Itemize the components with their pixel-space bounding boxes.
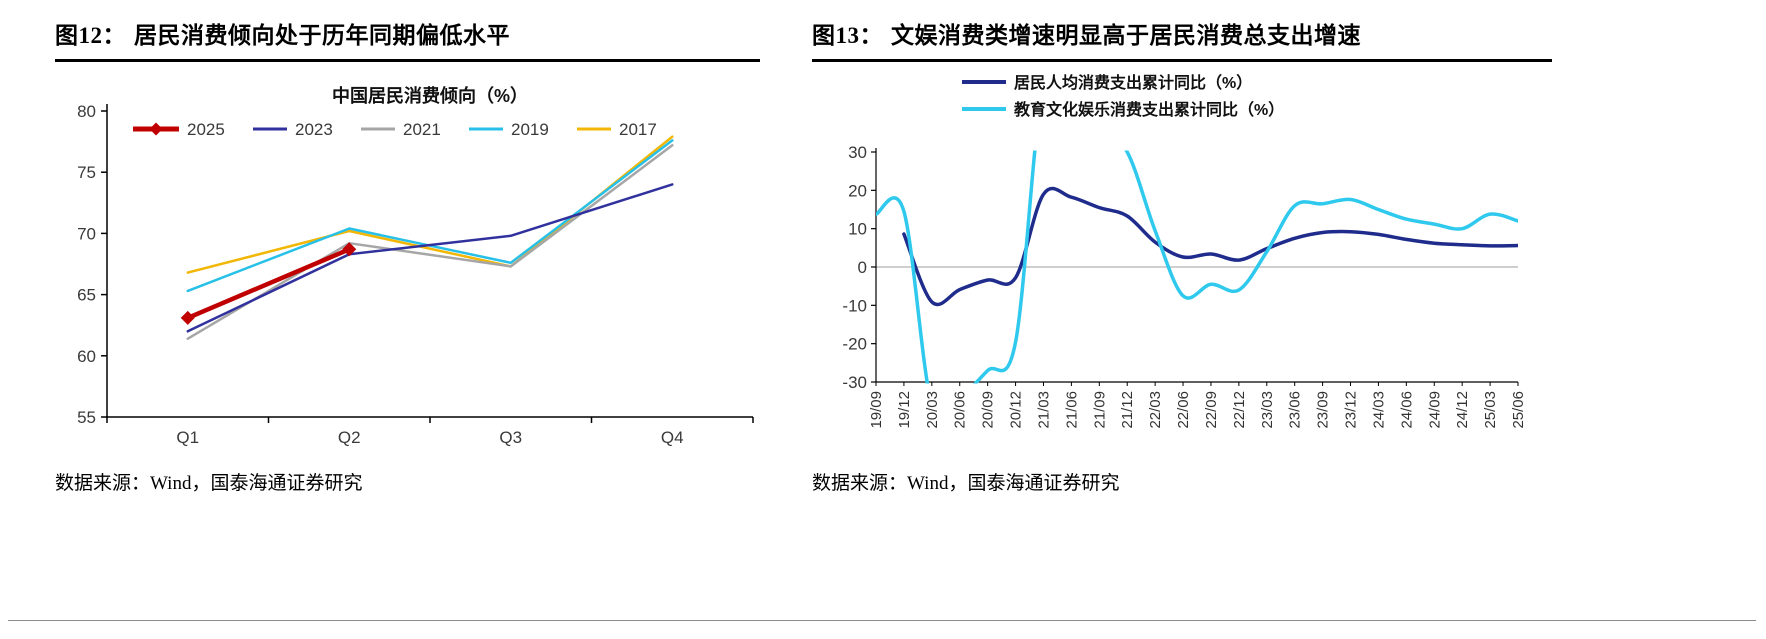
svg-text:2021: 2021 <box>403 120 441 139</box>
svg-text:居民人均消费支出累计同比（%）: 居民人均消费支出累计同比（%） <box>1014 73 1252 92</box>
svg-text:20: 20 <box>848 181 867 200</box>
figure-12-header: 图12： 居民消费倾向处于历年同期偏低水平 <box>55 16 760 62</box>
svg-text:2023: 2023 <box>295 120 333 139</box>
svg-text:75: 75 <box>77 163 96 182</box>
svg-text:0: 0 <box>858 258 867 277</box>
figure-12-label: 图12： <box>55 23 126 48</box>
svg-text:80: 80 <box>77 102 96 121</box>
consumption-propensity-line-chart: 55 60 65 70 75 80 Q1 Q2 Q3 Q4 中国居民消费倾向（%） 2025 2023 2… <box>77 85 754 447</box>
svg-text:教育文化娱乐消费支出累计同比（%）: 教育文化娱乐消费支出累计同比（%） <box>1014 100 1284 119</box>
figure-13-source: 数据来源：Wind，国泰海通证券研究 <box>812 473 1120 494</box>
svg-text:25/06: 25/06 <box>1510 391 1527 429</box>
svg-text:65: 65 <box>77 286 96 305</box>
svg-text:2019: 2019 <box>511 120 549 139</box>
figure-13-label: 图13： <box>812 23 883 48</box>
figure-13-header: 图13： 文娱消费类增速明显高于居民消费总支出增速 <box>812 16 1552 62</box>
svg-text:Q1: Q1 <box>176 428 199 447</box>
svg-text:-30: -30 <box>842 373 867 392</box>
svg-text:2017: 2017 <box>619 120 657 139</box>
svg-text:2025: 2025 <box>187 120 225 139</box>
figure-13-panel: 图13： 文娱消费类增速明显高于居民消费总支出增速 -30 -20 -10 0 10 20 3… <box>812 16 1552 495</box>
svg-text:20/12: 20/12 <box>1008 391 1025 429</box>
svg-text:中国居民消费倾向（%）: 中国居民消费倾向（%） <box>332 85 528 106</box>
svg-text:60: 60 <box>77 347 96 366</box>
svg-text:20/06: 20/06 <box>952 391 969 429</box>
svg-text:21/03: 21/03 <box>1036 391 1053 429</box>
svg-text:25/03: 25/03 <box>1482 391 1499 429</box>
svg-text:20/03: 20/03 <box>924 391 941 429</box>
svg-text:21/06: 21/06 <box>1063 391 1080 429</box>
svg-text:Q4: Q4 <box>661 428 684 447</box>
svg-text:24/09: 24/09 <box>1426 391 1443 429</box>
svg-text:19/12: 19/12 <box>896 391 913 429</box>
svg-text:21/12: 21/12 <box>1119 391 1136 429</box>
svg-text:10: 10 <box>848 220 867 239</box>
svg-text:20/09: 20/09 <box>980 391 997 429</box>
svg-text:Q3: Q3 <box>499 428 522 447</box>
svg-text:70: 70 <box>77 224 96 243</box>
svg-text:19/09: 19/09 <box>868 391 885 429</box>
svg-text:23/12: 23/12 <box>1343 391 1360 429</box>
figures-row: 图12： 居民消费倾向处于历年同期偏低水平 55 60 65 70 75 80 Q1 Q2 Q3 Q… <box>55 16 1552 495</box>
svg-text:24/12: 24/12 <box>1454 391 1471 429</box>
figure-13-chart-area: -30 -20 -10 0 10 20 30 19/09 19/12 20/03 20/06 20/0… <box>812 62 1552 468</box>
svg-text:24/06: 24/06 <box>1398 391 1415 429</box>
svg-text:30: 30 <box>848 143 867 162</box>
figure-12-chart-area: 55 60 65 70 75 80 Q1 Q2 Q3 Q4 中国居民消费倾向（%） 2025 2023 2… <box>55 62 760 468</box>
figure-12-title: 居民消费倾向处于历年同期偏低水平 <box>134 23 510 48</box>
figure-12-source: 数据来源：Wind，国泰海通证券研究 <box>55 473 363 494</box>
svg-text:22/03: 22/03 <box>1147 391 1164 429</box>
svg-text:24/03: 24/03 <box>1370 391 1387 429</box>
svg-text:21/09: 21/09 <box>1091 391 1108 429</box>
figure-12-panel: 图12： 居民消费倾向处于历年同期偏低水平 55 60 65 70 75 80 Q1 Q2 Q3 Q… <box>55 16 760 495</box>
svg-text:22/12: 22/12 <box>1231 391 1248 429</box>
bottom-divider <box>8 620 1756 621</box>
svg-text:22/06: 22/06 <box>1175 391 1192 429</box>
svg-text:23/06: 23/06 <box>1287 391 1304 429</box>
svg-text:23/03: 23/03 <box>1259 391 1276 429</box>
figure-13-title: 文娱消费类增速明显高于居民消费总支出增速 <box>891 23 1361 48</box>
svg-text:Q2: Q2 <box>338 428 361 447</box>
svg-text:55: 55 <box>77 408 96 427</box>
svg-text:23/09: 23/09 <box>1315 391 1332 429</box>
svg-text:22/09: 22/09 <box>1203 391 1220 429</box>
entertainment-consumption-growth-line-chart: -30 -20 -10 0 10 20 30 19/09 19/12 20/03 20/06 20/0… <box>842 73 1527 429</box>
svg-text:-10: -10 <box>842 296 867 315</box>
svg-text:-20: -20 <box>842 335 867 354</box>
